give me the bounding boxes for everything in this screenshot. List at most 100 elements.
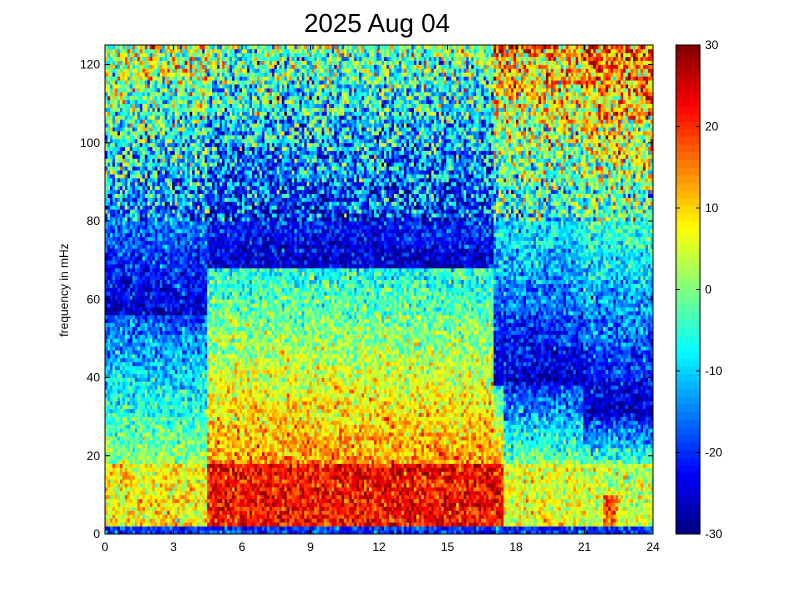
heatmap-cell xyxy=(162,385,165,389)
heatmap-cell xyxy=(145,229,148,233)
heatmap-cell xyxy=(120,295,123,299)
heatmap-cell xyxy=(165,260,168,264)
heatmap-cell xyxy=(157,370,160,374)
heatmap-cell xyxy=(145,295,148,299)
heatmap-cell xyxy=(190,76,193,80)
heatmap-cell xyxy=(147,65,150,69)
heatmap-cell xyxy=(140,237,143,241)
heatmap-cell xyxy=(165,468,168,472)
heatmap-cell xyxy=(197,84,200,88)
heatmap-cell xyxy=(185,468,188,472)
heatmap-cell xyxy=(152,225,155,229)
heatmap-cell xyxy=(130,88,133,92)
heatmap-cell xyxy=(152,366,155,370)
heatmap-cell xyxy=(115,479,118,483)
heatmap-cell xyxy=(177,131,180,135)
heatmap-cell xyxy=(115,428,118,432)
heatmap-cell xyxy=(190,483,193,487)
heatmap-cell xyxy=(110,319,113,323)
heatmap-cell xyxy=(165,72,168,76)
heatmap-cell xyxy=(192,225,195,229)
heatmap-cell xyxy=(147,491,150,495)
heatmap-cell xyxy=(187,190,190,194)
heatmap-cell xyxy=(170,295,173,299)
heatmap-cell xyxy=(185,190,188,194)
heatmap-cell xyxy=(180,151,183,155)
heatmap-cell xyxy=(157,256,160,260)
heatmap-cell xyxy=(172,370,175,374)
heatmap-cell xyxy=(200,135,203,139)
heatmap-cell xyxy=(112,468,115,472)
heatmap-cell xyxy=(197,72,200,76)
heatmap-cell xyxy=(202,221,205,225)
heatmap-cell xyxy=(180,65,183,69)
heatmap-cell xyxy=(202,479,205,483)
heatmap-cell xyxy=(162,468,165,472)
heatmap-cell xyxy=(110,209,113,213)
heatmap-cell xyxy=(152,432,155,436)
heatmap-cell xyxy=(160,299,163,303)
heatmap-cell xyxy=(180,334,183,338)
heatmap-cell xyxy=(160,252,163,256)
heatmap-cell xyxy=(132,155,135,159)
heatmap-cell xyxy=(160,80,163,84)
heatmap-cell xyxy=(182,96,185,100)
heatmap-cell xyxy=(180,511,183,515)
heatmap-cell xyxy=(200,260,203,264)
heatmap-cell xyxy=(192,303,195,307)
heatmap-cell xyxy=(170,417,173,421)
heatmap-cell xyxy=(157,307,160,311)
heatmap-cell xyxy=(147,503,150,507)
heatmap-cell xyxy=(202,201,205,205)
heatmap-cell xyxy=(197,456,200,460)
heatmap-cell xyxy=(110,104,113,108)
heatmap-cell xyxy=(185,436,188,440)
heatmap-cell xyxy=(152,307,155,311)
heatmap-cell xyxy=(202,448,205,452)
heatmap-cell xyxy=(107,272,110,276)
heatmap-cell xyxy=(120,96,123,100)
heatmap-cell xyxy=(152,424,155,428)
heatmap-cell xyxy=(177,162,180,166)
heatmap-cell xyxy=(155,385,158,389)
heatmap-cell xyxy=(140,440,143,444)
heatmap-cell xyxy=(150,53,153,57)
heatmap-cell xyxy=(140,350,143,354)
heatmap-cell xyxy=(200,264,203,268)
heatmap-cell xyxy=(157,342,160,346)
heatmap-cell xyxy=(107,45,110,49)
heatmap-cell xyxy=(110,334,113,338)
heatmap-cell xyxy=(197,276,200,280)
heatmap-cell xyxy=(192,217,195,221)
heatmap-cell xyxy=(127,131,130,135)
heatmap-cell xyxy=(122,417,125,421)
heatmap-cell xyxy=(107,96,110,100)
heatmap-cell xyxy=(202,139,205,143)
heatmap-cell xyxy=(200,221,203,225)
heatmap-cell xyxy=(177,217,180,221)
heatmap-cell xyxy=(185,448,188,452)
heatmap-cell xyxy=(137,401,140,405)
heatmap-cell xyxy=(185,57,188,61)
heatmap-cell xyxy=(147,511,150,515)
heatmap-cell xyxy=(192,178,195,182)
heatmap-cell xyxy=(197,166,200,170)
heatmap-cell xyxy=(192,256,195,260)
heatmap-cell xyxy=(132,331,135,335)
heatmap-cell xyxy=(112,178,115,182)
heatmap-cell xyxy=(187,507,190,511)
heatmap-cell xyxy=(167,108,170,112)
heatmap-cell xyxy=(127,295,130,299)
heatmap-cell xyxy=(117,245,120,249)
heatmap-cell xyxy=(175,417,178,421)
heatmap-cell xyxy=(122,354,125,358)
heatmap-cell xyxy=(125,448,128,452)
heatmap-cell xyxy=(162,96,165,100)
heatmap-cell xyxy=(125,57,128,61)
heatmap-cell xyxy=(115,299,118,303)
heatmap-cell xyxy=(160,518,163,522)
heatmap-cell xyxy=(132,405,135,409)
heatmap-cell xyxy=(125,65,128,69)
heatmap-cell xyxy=(122,96,125,100)
heatmap-cell xyxy=(107,405,110,409)
